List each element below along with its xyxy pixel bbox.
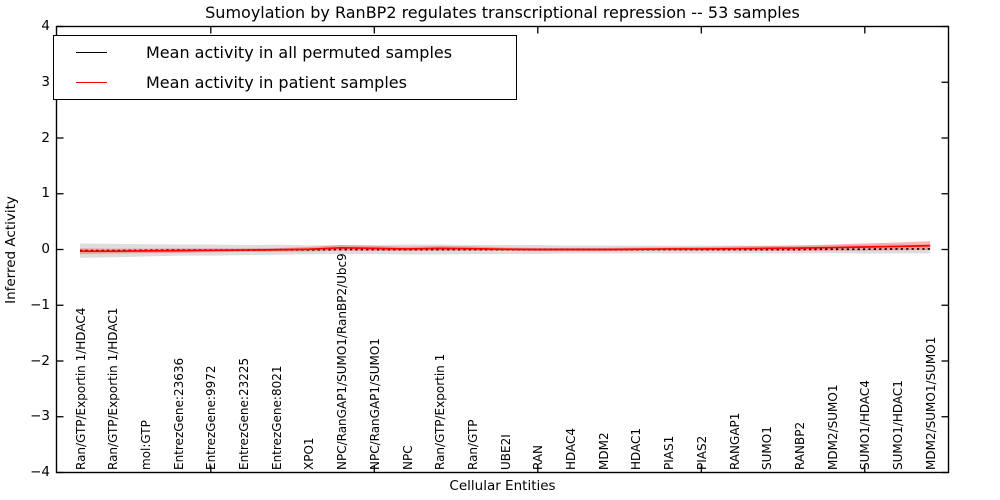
y-tick-label: 4 — [41, 18, 50, 34]
chart-title: Sumoylation by RanBP2 regulates transcri… — [205, 3, 800, 22]
y-tick-label: 0 — [41, 241, 50, 257]
y-tick-label: 3 — [41, 73, 50, 90]
x-tick-label: EntrezGene:9972 — [204, 365, 219, 471]
x-axis-label: Cellular Entities — [449, 478, 556, 494]
x-tick-label: SUMO1/HDAC4 — [858, 380, 873, 470]
x-tick-label: SUMO1/HDAC1 — [891, 380, 905, 470]
legend-label-permuted: Mean activity in all permuted samples — [146, 43, 453, 63]
x-tick-label: XPO1 — [302, 437, 317, 470]
x-tick-label: PIAS2 — [694, 435, 709, 470]
legend: Mean activity in all permuted samples Me… — [53, 35, 517, 100]
y-tick-label: −1 — [30, 296, 50, 313]
x-tick-label: UBE2I — [498, 434, 513, 470]
x-tick-label: MDM2 — [596, 432, 611, 470]
x-tick-label: HDAC4 — [564, 427, 578, 470]
x-tick-label: SUMO1 — [760, 426, 775, 470]
y-tick-label: −2 — [30, 352, 50, 369]
x-tick-label: EntrezGene:23636 — [171, 357, 186, 470]
x-tick-label: mol:GTP — [138, 420, 153, 470]
x-tick-label: Ran/GTP/Exportin 1/HDAC1 — [106, 307, 121, 470]
y-tick-label: 2 — [41, 129, 50, 146]
x-tick-label: HDAC1 — [629, 427, 644, 470]
x-tick-label: PIAS1 — [662, 435, 677, 470]
x-tick-label: MDM2/SUMO1 — [825, 384, 840, 470]
x-tick-label: NPC/RanGAP1/SUMO1/RanBP2/Ubc9 — [335, 253, 350, 470]
black-line-swatch-icon — [76, 52, 107, 54]
y-tick-label: −4 — [30, 464, 50, 480]
red-line-swatch-icon — [76, 81, 107, 83]
x-tick-label: RANBP2 — [792, 421, 807, 470]
legend-item-patient: Mean activity in patient samples — [54, 69, 516, 95]
x-tick-label: NPC/RanGAP1/SUMO1 — [367, 338, 382, 470]
x-tick-label: Ran/GTP/Exportin 1 — [433, 353, 448, 470]
x-tick-label: RANGAP1 — [727, 412, 742, 470]
legend-label-patient: Mean activity in patient samples — [146, 72, 407, 92]
legend-item-permuted: Mean activity in all permuted samples — [54, 40, 516, 66]
x-tick-label: Ran/GTP/Exportin 1/HDAC4 — [73, 307, 88, 470]
y-tick-label: −3 — [30, 408, 50, 425]
y-tick-label: 1 — [41, 185, 50, 202]
x-tick-label: EntrezGene:8021 — [269, 365, 284, 471]
x-tick-label: Ran/GTP — [465, 419, 480, 470]
x-tick-label: EntrezGene:23225 — [237, 357, 251, 470]
x-tick-label: MDM2/SUMO1/SUMO1 — [923, 336, 938, 470]
x-tick-label: NPC — [400, 445, 415, 470]
x-tick-label: RAN — [531, 444, 546, 470]
